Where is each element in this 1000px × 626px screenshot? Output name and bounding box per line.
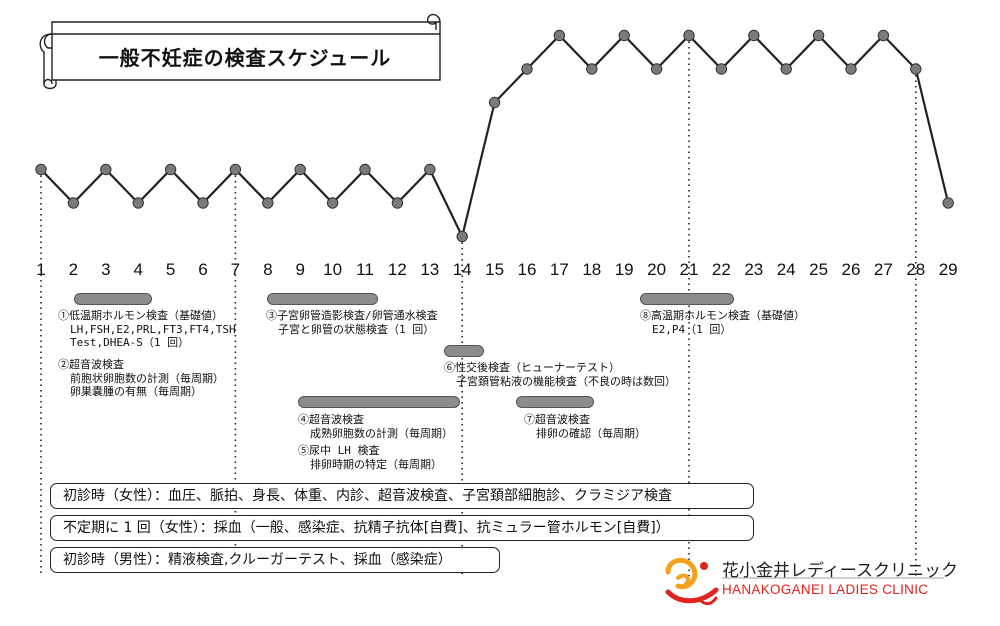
data-point-day-10 — [326, 197, 339, 209]
note-test-1-line-3: Test,DHEA-S（1 回） — [70, 336, 190, 349]
data-point-day-18 — [586, 63, 598, 75]
day-label-9: 9 — [295, 260, 305, 279]
data-point-day-4 — [132, 197, 144, 209]
title-scroll-banner — [39, 13, 441, 90]
note-test-6-line-2: 子宮頚管粘液の機能検査（不良の時は数回） — [456, 374, 676, 388]
day-label-20: 20 — [647, 260, 667, 279]
note-test-7-line-2: 排卵の確認（毎周期） — [536, 426, 646, 440]
data-point-day-29 — [942, 197, 954, 209]
data-point-day-16 — [521, 63, 533, 75]
day-label-12: 12 — [387, 260, 407, 279]
data-point-day-26 — [845, 63, 857, 75]
data-point-day-28 — [910, 63, 922, 75]
day-label-3: 3 — [101, 260, 111, 279]
day-label-18: 18 — [582, 260, 602, 279]
data-point-day-23 — [748, 29, 760, 42]
page-title: 一般不妊症の検査スケジュール — [98, 45, 392, 70]
data-point-day-3 — [100, 163, 112, 176]
data-point-day-12 — [391, 197, 404, 209]
note-test-6-heading: ⑥性交後検査（ヒューナーテスト） — [444, 361, 620, 374]
day-label-22: 22 — [711, 260, 731, 279]
data-point-day-2 — [67, 197, 80, 209]
note-test-5-line-2: 排卵時期の特定（毎周期） — [310, 457, 442, 471]
data-point-day-1 — [35, 163, 47, 176]
data-point-day-13 — [424, 163, 436, 176]
data-point-day-17 — [553, 29, 566, 42]
data-point-day-14 — [456, 230, 468, 243]
day-label-25: 25 — [809, 260, 829, 279]
note-test-2-line-2: 前胞状卵胞数の計測（毎周期） — [70, 371, 224, 385]
bar-test-3 — [267, 293, 378, 305]
day-label-26: 26 — [841, 260, 861, 279]
day-label-29: 29 — [938, 260, 958, 279]
note-test-3-heading: ③子宮卵管造影検査/卵管通水検査 — [266, 309, 438, 322]
data-point-day-9 — [294, 163, 306, 176]
clinic-name-english: HANAKOGANEI LADIES CLINIC — [722, 582, 929, 597]
bar-test-7 — [516, 396, 594, 408]
note-test-8-line-2: E2,P4（1 回） — [652, 322, 732, 336]
day-label-10: 10 — [323, 260, 343, 279]
data-point-day-21 — [683, 29, 695, 42]
data-point-day-7 — [229, 163, 242, 176]
note-test-1-heading: ①低温期ホルモン検査（基礎値） — [58, 309, 223, 322]
day-label-6: 6 — [198, 260, 208, 279]
day-label-28: 28 — [906, 260, 926, 279]
data-point-day-11 — [359, 163, 371, 176]
day-label-13: 13 — [420, 260, 440, 279]
note-test-6: ⑥性交後検査（ヒューナーテスト） 子宮頚管粘液の機能検査（不良の時は数回） — [444, 361, 676, 388]
clinic-name-japanese: 花小金井レディースクリニック — [722, 561, 958, 581]
data-point-day-20 — [650, 63, 663, 75]
day-label-8: 8 — [263, 260, 273, 279]
note-test-4: ④超音波検査 成熟卵胞数の計測（毎周期） — [298, 413, 453, 440]
day-label-19: 19 — [614, 260, 634, 279]
day-label-4: 4 — [133, 260, 143, 279]
day-label-24: 24 — [776, 260, 796, 279]
note-test-7-heading: ⑦超音波検査 — [524, 413, 590, 426]
note-test-7: ⑦超音波検査 排卵の確認（毎周期） — [524, 413, 646, 440]
bar-test-1 — [74, 293, 152, 305]
data-point-day-22 — [715, 63, 728, 75]
note-test-2-line-3: 卵巣嚢腫の有無（毎周期） — [70, 385, 202, 398]
temperature-series-line — [40, 33, 950, 240]
data-point-day-25 — [812, 29, 825, 42]
day-label-23: 23 — [744, 260, 764, 279]
day-label-17: 17 — [549, 260, 569, 279]
bar-test-6 — [444, 345, 484, 357]
day-label-1: 1 — [36, 260, 46, 279]
exam-box-initial-female: 初診時（女性）：血圧、脈拍、身長、体重、内診、超音波検査、子宮頚部細胞診、クラミ… — [50, 483, 754, 509]
day-label-2: 2 — [68, 260, 79, 279]
note-test-2: ②超音波検査 前胞状卵胞数の計測（毎周期） 卵巣嚢腫の有無（毎周期） — [58, 358, 224, 399]
day-label-11: 11 — [356, 260, 374, 279]
data-point-day-19 — [618, 29, 630, 42]
day-label-27: 27 — [873, 260, 893, 279]
note-test-8-heading: ⑧高温期ホルモン検査（基礎値） — [640, 309, 805, 322]
note-test-2-heading: ②超音波検査 — [58, 358, 124, 371]
day-label-5: 5 — [165, 260, 176, 279]
note-test-3-line-2: 子宮と卵管の状態検査（1 回） — [278, 322, 435, 336]
bar-test-4 — [298, 396, 460, 408]
exam-box-irregular-female: 不定期に 1 回（女性）：採血（一般、感染症、抗精子抗体[自費]、抗ミュラー管ホ… — [50, 515, 754, 541]
data-point-day-8 — [262, 197, 274, 209]
note-test-8: ⑧高温期ホルモン検査（基礎値） E2,P4（1 回） — [640, 309, 805, 336]
note-test-1-line-2: LH,FSH,E2,PRL,FT3,FT4,TSH — [70, 322, 236, 336]
note-test-5-heading: ⑤尿中 LH 検査 — [298, 444, 380, 457]
exam-box-initial-male: 初診時（男性）：精液検査,クルーガーテスト、採血（感染症） — [50, 547, 500, 573]
day-label-7: 7 — [230, 260, 241, 279]
note-test-4-heading: ④超音波検査 — [298, 413, 364, 426]
note-test-4-line-2: 成熟卵胞数の計測（毎周期） — [310, 426, 453, 440]
data-point-day-15 — [488, 96, 501, 109]
note-test-3: ③子宮卵管造影検査/卵管通水検査 子宮と卵管の状態検査（1 回） — [266, 309, 438, 336]
data-point-day-6 — [197, 197, 209, 209]
data-point-day-27 — [877, 29, 890, 42]
note-test-1: ①低温期ホルモン検査（基礎値） LH,FSH,E2,PRL,FT3,FT4,TS… — [58, 309, 236, 350]
day-label-16: 16 — [517, 260, 537, 279]
day-label-14: 14 — [452, 260, 472, 279]
note-test-5: ⑤尿中 LH 検査 排卵時期の特定（毎周期） — [298, 444, 442, 471]
data-point-day-5 — [164, 163, 177, 176]
day-label-21: 21 — [679, 260, 699, 279]
bar-test-8 — [640, 293, 734, 305]
data-point-day-24 — [780, 63, 792, 75]
day-label-15: 15 — [485, 260, 505, 279]
